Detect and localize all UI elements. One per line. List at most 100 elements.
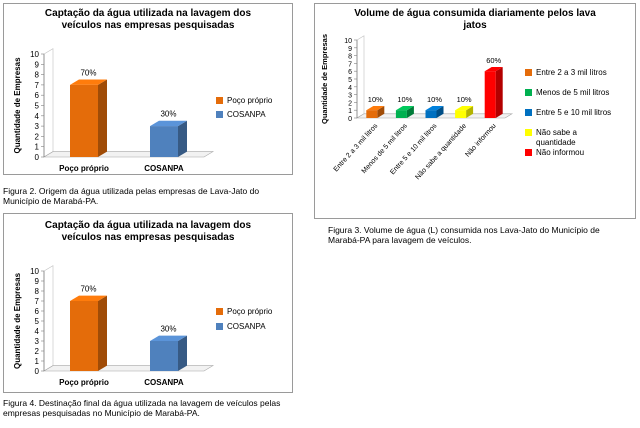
chart-3-bar-top xyxy=(150,335,187,341)
chart-2-data-label: 60% xyxy=(486,56,501,65)
chart-2-legend-swatch xyxy=(525,69,532,76)
chart-3-bar-side xyxy=(178,335,187,371)
chart-3-title-line2: veículos nas empresas pesquisadas xyxy=(61,232,235,243)
chart-2-bar-top xyxy=(395,106,414,111)
chart-2-bar-top xyxy=(484,67,503,72)
chart-3-bar xyxy=(150,341,178,371)
chart-2-title-line2: jatos xyxy=(463,20,487,31)
chart-3-y-tick-label: 7 xyxy=(35,297,40,306)
chart-2-bar xyxy=(425,110,437,118)
chart-3-legend-label: Poço próprio xyxy=(227,307,273,316)
chart-2-legend-label-line2: quantidade xyxy=(536,138,576,147)
chart-2-x-tick-label: Não sabe a quantidade xyxy=(414,123,468,182)
chart-2-y-tick-label: 6 xyxy=(348,69,352,76)
chart-2-x-tick-label: Não informou xyxy=(464,123,497,159)
chart-1-title: Captação da água utilizada na lavagem do… xyxy=(4,8,292,32)
chart-1-panel: Captação da água utilizada na lavagem do… xyxy=(3,3,293,175)
chart-2-y-tick-label: 10 xyxy=(344,38,352,45)
chart-2-y-tick-label: 5 xyxy=(348,77,352,84)
chart-3-x-tick-label: Poço próprio xyxy=(59,378,109,387)
chart-2-bar xyxy=(395,110,407,118)
chart-1-x-tick-label: Poço próprio xyxy=(59,164,109,173)
chart-1-bar-side xyxy=(98,79,107,157)
chart-3-y-tick-label: 1 xyxy=(35,357,40,366)
chart-2-bar-top xyxy=(425,106,444,111)
chart-3-y-tick-label: 8 xyxy=(35,287,40,296)
chart-3-legend-label: COSANPA xyxy=(227,322,266,331)
chart-2-bar-side xyxy=(436,106,444,118)
chart-2-data-label: 10% xyxy=(368,95,383,104)
chart-3-y-tick-label: 9 xyxy=(35,277,40,286)
chart-1-bar xyxy=(70,84,98,157)
chart-3-y-tick-label: 4 xyxy=(35,327,40,336)
chart-1-y-tick-label: 8 xyxy=(35,71,40,80)
chart-2-bar-side xyxy=(406,106,414,118)
chart-1-title-line1: Captação da água utilizada na lavagem do… xyxy=(44,8,252,19)
chart-1-title-line2: veículos nas empresas pesquisadas xyxy=(61,20,235,31)
chart-3-legend-swatch xyxy=(216,308,223,315)
chart-2-y-tick-label: 9 xyxy=(348,46,352,53)
chart-2-bar xyxy=(484,71,496,118)
chart-3-title-line1: Captação da água utilizada na lavagem do… xyxy=(44,220,252,231)
chart-2-legend-swatch xyxy=(525,149,532,156)
chart-2-bar xyxy=(366,110,378,118)
chart-1-floor xyxy=(42,151,215,158)
chart-3-y-tick-label: 3 xyxy=(35,337,40,346)
chart-1-y-tick-label: 6 xyxy=(35,91,40,100)
chart-2-panel: Volume de água consumida diariamente pel… xyxy=(314,3,636,219)
chart-1-bar-top xyxy=(70,79,107,85)
chart-2-y-tick-label: 3 xyxy=(348,93,352,100)
chart-1-side-wall xyxy=(43,48,54,158)
chart-2-legend-label: Entre 2 a 3 mil litros xyxy=(536,68,607,77)
chart-3-side-wall xyxy=(43,265,54,372)
chart-2-y-tick-label: 1 xyxy=(348,108,352,115)
chart-3-y-tick-label: 5 xyxy=(35,317,40,326)
chart-2-y-tick-label: 8 xyxy=(348,54,352,61)
chart-3-y-tick-label: 10 xyxy=(30,267,39,276)
chart-2-bar-side xyxy=(495,67,503,118)
chart-3-y-tick-label: 2 xyxy=(35,347,40,356)
chart-3-data-label: 30% xyxy=(160,325,176,334)
chart-3-caption: Figura 4. Destinação final da água utili… xyxy=(3,398,281,418)
chart-2-data-label: 10% xyxy=(457,95,472,104)
chart-1-bar-top xyxy=(150,120,187,127)
chart-1-caption: Figura 2. Origem da água utilizada pelas… xyxy=(3,186,260,206)
chart-3-y-tick-label: 6 xyxy=(35,307,40,316)
chart-3-bar xyxy=(70,301,98,371)
chart-2-legend-label-line1: Não sabe a xyxy=(536,128,577,137)
chart-2-bar xyxy=(455,110,467,118)
chart-1-y-tick-label: 5 xyxy=(35,102,40,111)
chart-1-y-tick-label: 7 xyxy=(35,81,40,90)
chart-1-y-tick-label: 0 xyxy=(35,153,40,162)
chart-1-legend-label: COSANPA xyxy=(227,110,266,119)
chart-2-y-tick-label: 7 xyxy=(348,61,352,68)
chart-2-data-label: 10% xyxy=(427,95,442,104)
chart-1-legend-swatch xyxy=(216,97,223,104)
chart-1-y-tick-label: 1 xyxy=(35,143,40,152)
chart-1-x-tick-label: COSANPA xyxy=(144,164,184,173)
chart-1-y-tick-label: 3 xyxy=(35,122,40,131)
chart-1-bar xyxy=(150,126,178,157)
chart-2-legend-label: Menos de 5 mil litros xyxy=(536,88,609,97)
chart-1-y-axis-label: Quantidade de Empresas xyxy=(13,57,22,154)
chart-2-y-tick-label: 2 xyxy=(348,100,352,107)
chart-2-y-axis-label: Quantidade de Empresas xyxy=(320,34,329,124)
chart-2-legend-swatch xyxy=(525,129,532,136)
chart-2-bar-top xyxy=(455,106,474,111)
chart-3-legend-swatch xyxy=(216,323,223,330)
chart-1-bar-side xyxy=(178,120,187,157)
chart-3-y-axis-label: Quantidade de Empresas xyxy=(13,272,22,369)
chart-1-y-tick-label: 4 xyxy=(35,112,40,121)
chart-2-legend-swatch xyxy=(525,109,532,116)
chart-1-y-tick-label: 2 xyxy=(35,132,40,141)
chart-3-bar-side xyxy=(98,295,107,371)
chart-3-panel: Captação da água utilizada na lavagem do… xyxy=(3,213,293,393)
chart-2-side-wall xyxy=(356,35,365,119)
chart-2-bar-side xyxy=(377,106,385,118)
chart-1-y-tick-label: 10 xyxy=(30,50,39,59)
chart-1-legend-swatch xyxy=(216,111,223,118)
chart-2-bar-side xyxy=(466,106,474,118)
chart-2-legend-label: Entre 5 e 10 mil litros xyxy=(536,108,611,117)
